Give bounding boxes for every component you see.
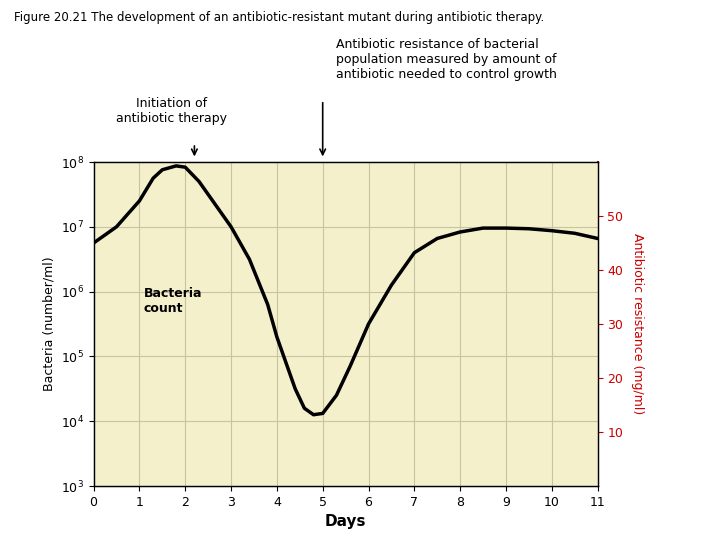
Text: Antibiotic resistance of bacterial
population measured by amount of
antibiotic n: Antibiotic resistance of bacterial popul… [336, 38, 557, 81]
Text: Figure 20.21 The development of an antibiotic-resistant mutant during antibiotic: Figure 20.21 The development of an antib… [14, 11, 544, 24]
Text: Bacteria
count: Bacteria count [144, 287, 202, 315]
Text: Initiation of
antibiotic therapy: Initiation of antibiotic therapy [116, 97, 227, 125]
X-axis label: Days: Days [325, 514, 366, 529]
Y-axis label: Antibiotic resistance (mg/ml): Antibiotic resistance (mg/ml) [631, 233, 644, 415]
Y-axis label: Bacteria (number/ml): Bacteria (number/ml) [42, 256, 55, 392]
